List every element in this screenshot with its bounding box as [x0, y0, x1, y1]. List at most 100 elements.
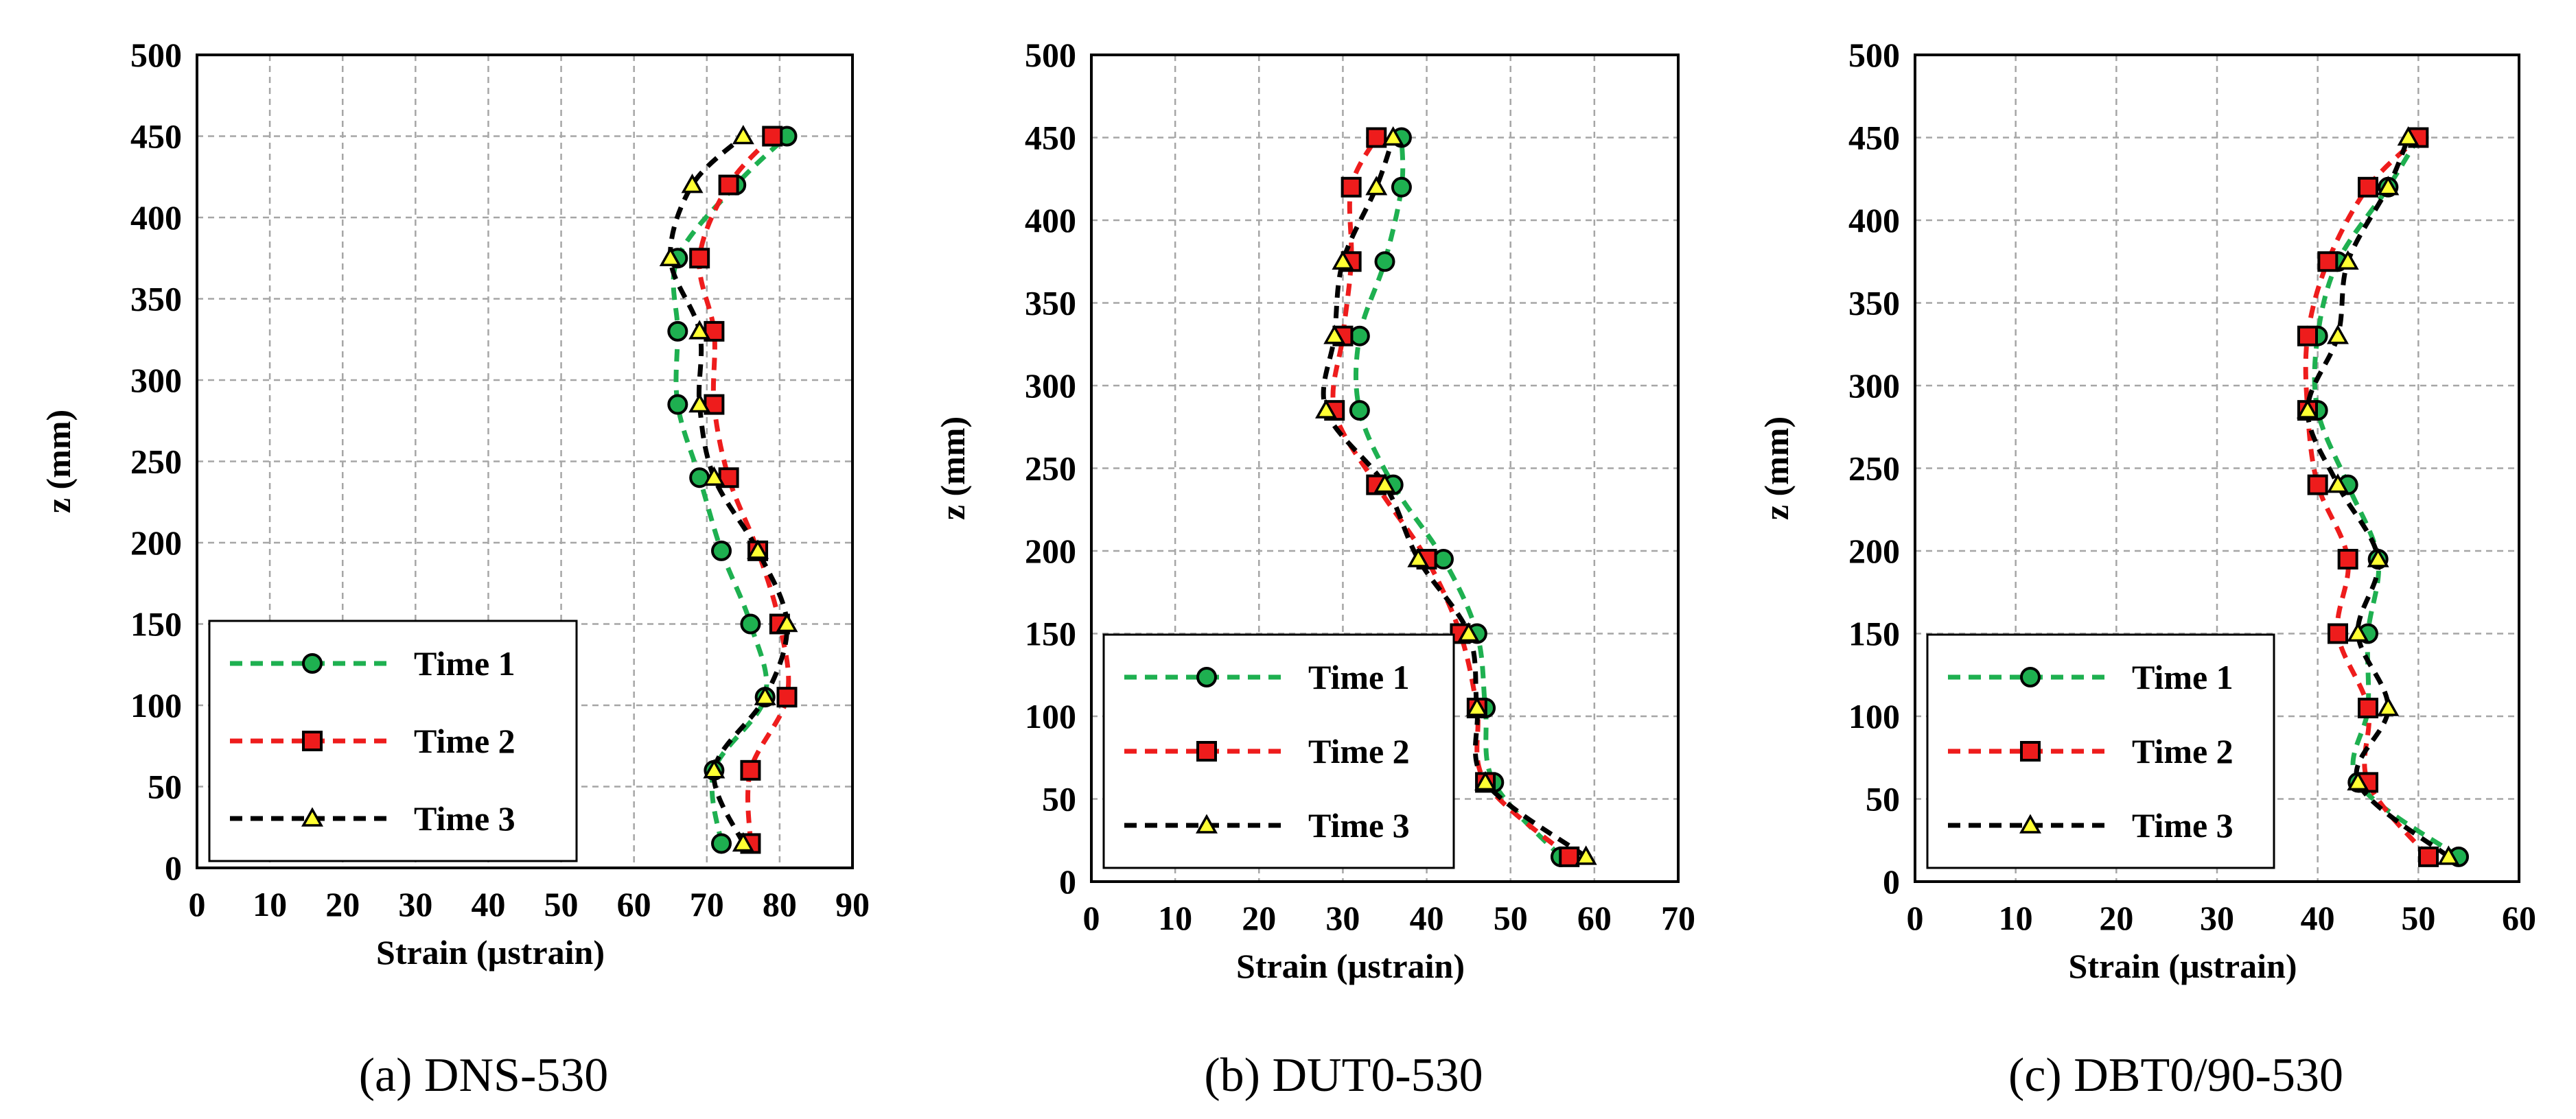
marker-p1-s2-3	[1457, 622, 1480, 642]
y-tick-label: 100	[130, 686, 182, 725]
series-line-time-1	[2312, 136, 2461, 859]
chart-panel-3: 0 10 20 30 40 50 60 0 50 100 150 200 250 300 350 400 450…	[1757, 36, 2536, 1102]
plot-frame	[1914, 54, 2520, 883]
x-tick-label: 70	[690, 885, 724, 923]
series-line-time-3	[668, 134, 790, 845]
marker-p2-s1-8	[2317, 251, 2339, 272]
y-tick-label: 450	[1025, 119, 1076, 157]
marker-p1-s2-7	[1323, 325, 1346, 344]
marker-p1-s2-2	[1465, 696, 1488, 716]
marker-p0-s0-6	[667, 394, 688, 415]
marker-p1-s0-6	[1349, 400, 1370, 421]
marker-p0-s2-7	[688, 320, 711, 340]
y-axis-label: z (mm)	[39, 410, 78, 513]
legend: Time 1 Time 2 Time 3	[208, 620, 578, 862]
legend-label: Time 3	[414, 799, 515, 838]
marker-p2-s0-legend	[2020, 667, 2041, 687]
legend-label: Time 2	[414, 722, 515, 760]
marker-p1-s0-7	[1349, 325, 1370, 346]
x-tick-label: 80	[763, 885, 797, 923]
marker-p1-s2-6	[1315, 399, 1337, 419]
y-tick-label: 250	[130, 443, 182, 481]
marker-p2-s1-2	[2358, 697, 2378, 718]
y-tick-label: 50	[148, 768, 182, 806]
marker-p2-s1-3	[2328, 623, 2348, 644]
marker-p2-s2-5	[2327, 473, 2349, 493]
x-axis-label: Strain (µstrain)	[376, 933, 605, 971]
y-tick-label: 300	[1848, 366, 1900, 405]
marker-p0-s2-10	[732, 124, 754, 145]
marker-p2-s2-3	[2347, 622, 2369, 642]
marker-p1-s0-9	[1391, 176, 1412, 198]
y-tick-label: 500	[1025, 36, 1076, 74]
marker-p0-s2-9	[681, 174, 704, 193]
x-tick-label: 70	[1661, 899, 1695, 937]
legend-label: Time 1	[2132, 658, 2233, 696]
y-tick-label: 500	[130, 36, 182, 74]
marker-p0-s0-legend	[302, 653, 323, 674]
y-tick-label: 400	[130, 198, 182, 237]
marker-p0-s2-5	[703, 466, 726, 486]
marker-p2-s1-5	[2307, 474, 2328, 495]
legend-label: Time 3	[1308, 806, 1410, 845]
y-tick-label: 100	[1025, 697, 1076, 735]
marker-p2-s1-9	[2358, 176, 2378, 198]
marker-p0-s1-9	[718, 174, 739, 196]
y-tick-label: 150	[130, 605, 182, 644]
marker-p1-s2-8	[1332, 250, 1354, 270]
series-line-time-1	[671, 134, 789, 844]
marker-p1-s1-9	[1341, 176, 1362, 198]
marker-p1-s0-4	[1433, 549, 1454, 570]
y-tick-label: 0	[1883, 862, 1900, 901]
y-tick-label: 300	[130, 361, 182, 399]
y-tick-label: 450	[1848, 119, 1900, 157]
marker-p2-s2-1	[2347, 770, 2369, 791]
y-tick-label: 450	[130, 117, 182, 156]
marker-p0-s2-1	[703, 759, 726, 779]
x-tick-label: 40	[2301, 899, 2335, 937]
marker-p0-s1-1	[740, 759, 761, 781]
x-tick-label: 30	[1325, 899, 1360, 937]
x-tick-label: 30	[2200, 899, 2234, 937]
x-tick-label: 10	[1158, 899, 1192, 937]
y-tick-label: 0	[1059, 862, 1076, 901]
series-line-time-2	[697, 134, 791, 844]
y-tick-label: 50	[1866, 780, 1900, 818]
marker-p2-s1-7	[2297, 325, 2318, 346]
x-tick-label: 30	[398, 885, 432, 923]
marker-p0-s2-6	[688, 392, 711, 413]
x-axis-label: Strain (µstrain)	[2069, 947, 2297, 985]
plot-frame	[1090, 54, 1680, 883]
y-tick-label: 50	[1042, 780, 1076, 818]
marker-p2-s1-0	[2418, 846, 2439, 867]
marker-p2-s1-4	[2337, 549, 2358, 570]
y-tick-label: 350	[1025, 284, 1076, 322]
x-tick-label: 20	[1242, 899, 1276, 937]
marker-p1-s2-1	[1474, 770, 1497, 791]
y-tick-label: 0	[165, 849, 182, 887]
x-tick-label: 60	[1577, 899, 1612, 937]
x-tick-label: 0	[189, 885, 206, 923]
x-tick-label: 0	[1083, 899, 1100, 937]
marker-p1-s2-9	[1365, 176, 1388, 196]
marker-p1-s1-10	[1366, 127, 1387, 148]
x-tick-label: 50	[544, 885, 579, 923]
marker-p0-s0-0	[711, 833, 732, 854]
marker-p1-s2-legend	[1196, 814, 1218, 834]
panel-caption: (a) DNS-530	[359, 1049, 609, 1102]
marker-p0-s1-legend	[302, 731, 323, 751]
legend: Time 1 Time 2 Time 3	[1926, 633, 2275, 869]
marker-p0-s1-10	[762, 126, 783, 147]
x-tick-label: 60	[617, 885, 651, 923]
chart-panel-1: 0 10 20 30 40 50 60 70 80 90 0 50 100 150 200 250 300 350…	[39, 36, 870, 1102]
x-tick-label: 20	[325, 885, 360, 923]
marker-p0-s1-2	[776, 687, 798, 708]
y-tick-label: 350	[130, 280, 182, 318]
marker-p1-s2-5	[1373, 473, 1396, 493]
marker-p0-s0-7	[667, 320, 688, 342]
marker-p2-s2-legend	[2019, 814, 2041, 834]
legend-label: Time 2	[2132, 732, 2233, 770]
legend-label: Time 1	[1308, 658, 1410, 696]
legend-label: Time 1	[414, 644, 515, 683]
